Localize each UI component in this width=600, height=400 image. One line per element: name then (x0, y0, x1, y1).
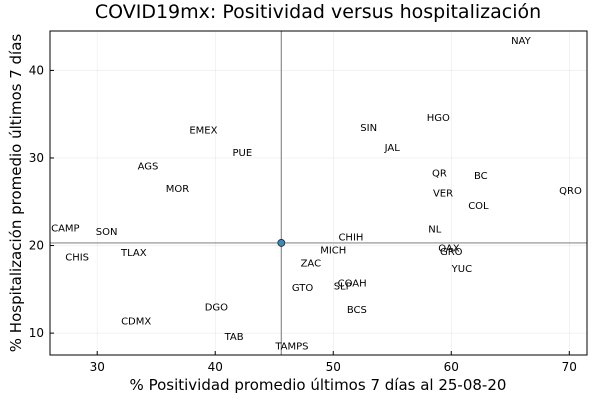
point-label-ags: AGS (138, 161, 159, 172)
point-label-qro: QRO (559, 186, 582, 197)
point-label-hgo: HGO (427, 113, 450, 124)
point-label-coah: COAH (338, 279, 367, 290)
point-label-tab: TAB (224, 332, 244, 343)
x-tick-label: 50 (326, 360, 341, 374)
point-label-slp: SLP (334, 281, 352, 292)
x-tick-label: 30 (90, 360, 105, 374)
point-label-tlax: TLAX (120, 248, 147, 259)
plot-frame (49, 30, 588, 356)
point-label-sin: SIN (360, 123, 377, 134)
point-label-chih: CHIH (338, 232, 363, 243)
x-tick-label: 70 (562, 360, 577, 374)
point-label-zac: ZAC (301, 259, 322, 270)
data-labels: NAY HGO SIN EMEX JAL PUE AGS QR BC MOR QRO VER COL CA… (51, 36, 582, 353)
x-tick-label: 60 (444, 360, 459, 374)
x-tick-label: 40 (208, 360, 223, 374)
tick-labels: 30 40 50 60 70 10 20 30 40 (29, 63, 577, 374)
point-label-qr: QR (432, 168, 447, 179)
point-label-gto: GTO (292, 283, 314, 294)
point-label-mich: MICH (320, 245, 346, 256)
point-label-cdmx: CDMX (121, 316, 151, 327)
point-label-col: COL (468, 201, 489, 212)
x-axis-label: % Positividad promedio últimos 7 días al… (130, 376, 507, 394)
point-label-son: SON (96, 227, 118, 238)
point-label-yuc: YUC (451, 264, 472, 275)
point-label-oax: OAX (438, 244, 460, 255)
point-label-jal: JAL (384, 143, 401, 154)
point-label-emex: EMEX (189, 125, 217, 136)
point-label-bc: BC (474, 171, 488, 182)
point-label-chis: CHIS (65, 252, 89, 263)
national-point-marker (277, 239, 286, 247)
point-label-ver: VER (433, 189, 453, 200)
y-tick-label: 20 (29, 239, 44, 253)
point-label-nl: NL (428, 224, 441, 235)
point-label-mor: MOR (166, 184, 189, 195)
point-label-camp: CAMP (51, 224, 79, 235)
point-label-gro: GRO (440, 247, 463, 258)
y-tick-label: 10 (29, 326, 44, 340)
y-tick-label: 30 (29, 151, 44, 165)
point-label-tamps: TAMPS (274, 342, 308, 353)
chart-title: COVID19mx: Positividad versus hospitaliz… (95, 1, 541, 23)
reference-lines (50, 31, 587, 355)
point-label-nay: NAY (511, 36, 532, 47)
point-label-bcs: BCS (347, 305, 367, 316)
y-axis-label: % Hospitalización promedio últimos 7 día… (7, 34, 25, 353)
point-label-pue: PUE (233, 148, 253, 159)
y-tick-label: 40 (29, 63, 44, 77)
grid-layer (50, 31, 587, 355)
point-label-dgo: DGO (205, 302, 228, 313)
